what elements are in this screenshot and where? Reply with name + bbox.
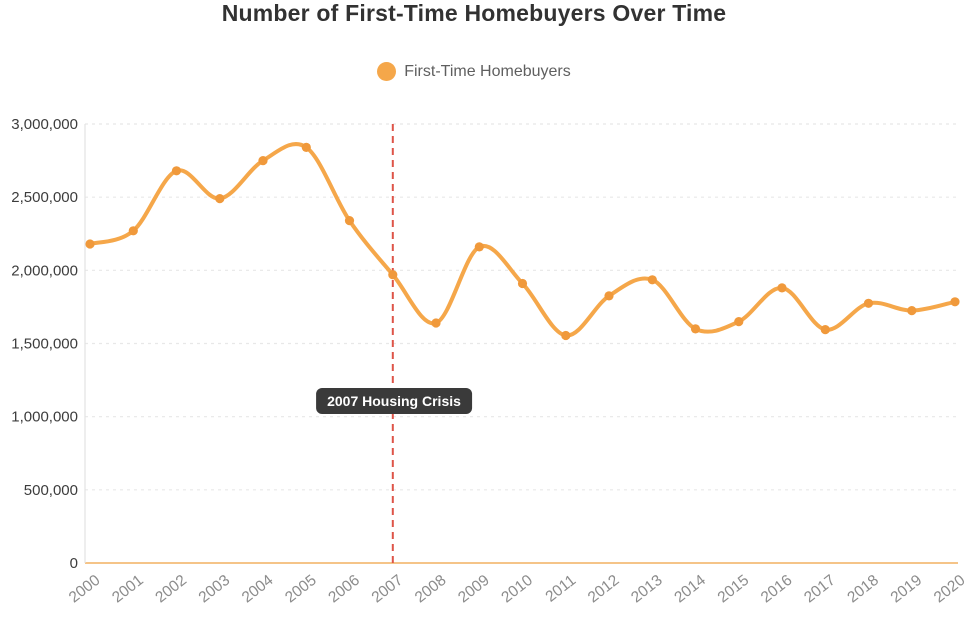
- data-point-2007[interactable]: [388, 270, 398, 280]
- data-point-2004[interactable]: [258, 156, 268, 166]
- data-point-2013[interactable]: [647, 275, 657, 285]
- y-tick-label: 500,000: [24, 482, 78, 499]
- y-tick-label: 0: [70, 555, 78, 572]
- data-point-2005[interactable]: [301, 142, 311, 152]
- x-tick-label-2010: 2010: [498, 572, 536, 607]
- x-tick-label-2016: 2016: [758, 572, 796, 607]
- x-tick-label-2002: 2002: [152, 572, 190, 607]
- data-point-2000[interactable]: [85, 239, 95, 249]
- x-tick-label-2014: 2014: [671, 572, 709, 607]
- data-point-2012[interactable]: [604, 291, 614, 301]
- x-tick-label-2005: 2005: [282, 572, 320, 607]
- data-point-2009[interactable]: [474, 242, 484, 252]
- series-line-first-time-homebuyers: [88, 142, 957, 338]
- x-tick-label-2015: 2015: [715, 572, 753, 607]
- x-tick-label-2020: 2020: [931, 572, 969, 607]
- data-point-2019[interactable]: [907, 306, 917, 316]
- data-point-2016[interactable]: [777, 283, 787, 293]
- legend-label: First-Time Homebuyers: [404, 62, 571, 80]
- x-tick-label-2000: 2000: [66, 572, 104, 607]
- legend-point-icon: [377, 62, 397, 81]
- x-tick-label-2004: 2004: [239, 572, 277, 607]
- data-point-2015[interactable]: [734, 317, 744, 327]
- x-tick-label-2009: 2009: [455, 572, 493, 607]
- x-tick-label-2018: 2018: [844, 572, 882, 607]
- data-point-2002[interactable]: [171, 166, 182, 176]
- data-point-2018[interactable]: [863, 298, 874, 308]
- x-tick-label-2019: 2019: [888, 572, 926, 607]
- data-point-2001[interactable]: [128, 226, 138, 236]
- y-tick-label: 1,500,000: [11, 336, 78, 353]
- x-tick-label-2001: 2001: [109, 572, 147, 607]
- x-tick-label-2006: 2006: [325, 572, 363, 607]
- data-point-2011[interactable]: [561, 330, 571, 341]
- legend-item-first-time-homebuyers[interactable]: First-Time Homebuyers: [0, 62, 948, 81]
- y-tick-label: 1,000,000: [11, 409, 78, 426]
- annotation-housing-crisis: 2007 Housing Crisis: [316, 388, 472, 414]
- x-tick-label-2007: 2007: [369, 572, 407, 607]
- x-tick-label-2017: 2017: [801, 572, 839, 607]
- y-tick-label: 2,000,000: [11, 262, 78, 279]
- x-tick-label-2013: 2013: [628, 572, 666, 607]
- data-point-2008[interactable]: [431, 318, 441, 328]
- data-point-2003[interactable]: [215, 194, 225, 204]
- data-point-2020[interactable]: [950, 297, 960, 307]
- x-tick-label-2011: 2011: [542, 572, 579, 606]
- x-tick-label-2008: 2008: [412, 572, 450, 607]
- x-tick-label-2003: 2003: [196, 572, 234, 607]
- y-tick-label: 2,500,000: [11, 189, 78, 206]
- data-point-2017[interactable]: [820, 325, 830, 335]
- data-point-2006[interactable]: [344, 216, 355, 226]
- y-tick-label: 3,000,000: [11, 116, 78, 133]
- data-point-2010[interactable]: [517, 278, 528, 289]
- data-point-2014[interactable]: [690, 324, 701, 334]
- x-tick-label-2012: 2012: [585, 572, 623, 607]
- chart-title: Number of First-Time Homebuyers Over Tim…: [221, 0, 727, 26]
